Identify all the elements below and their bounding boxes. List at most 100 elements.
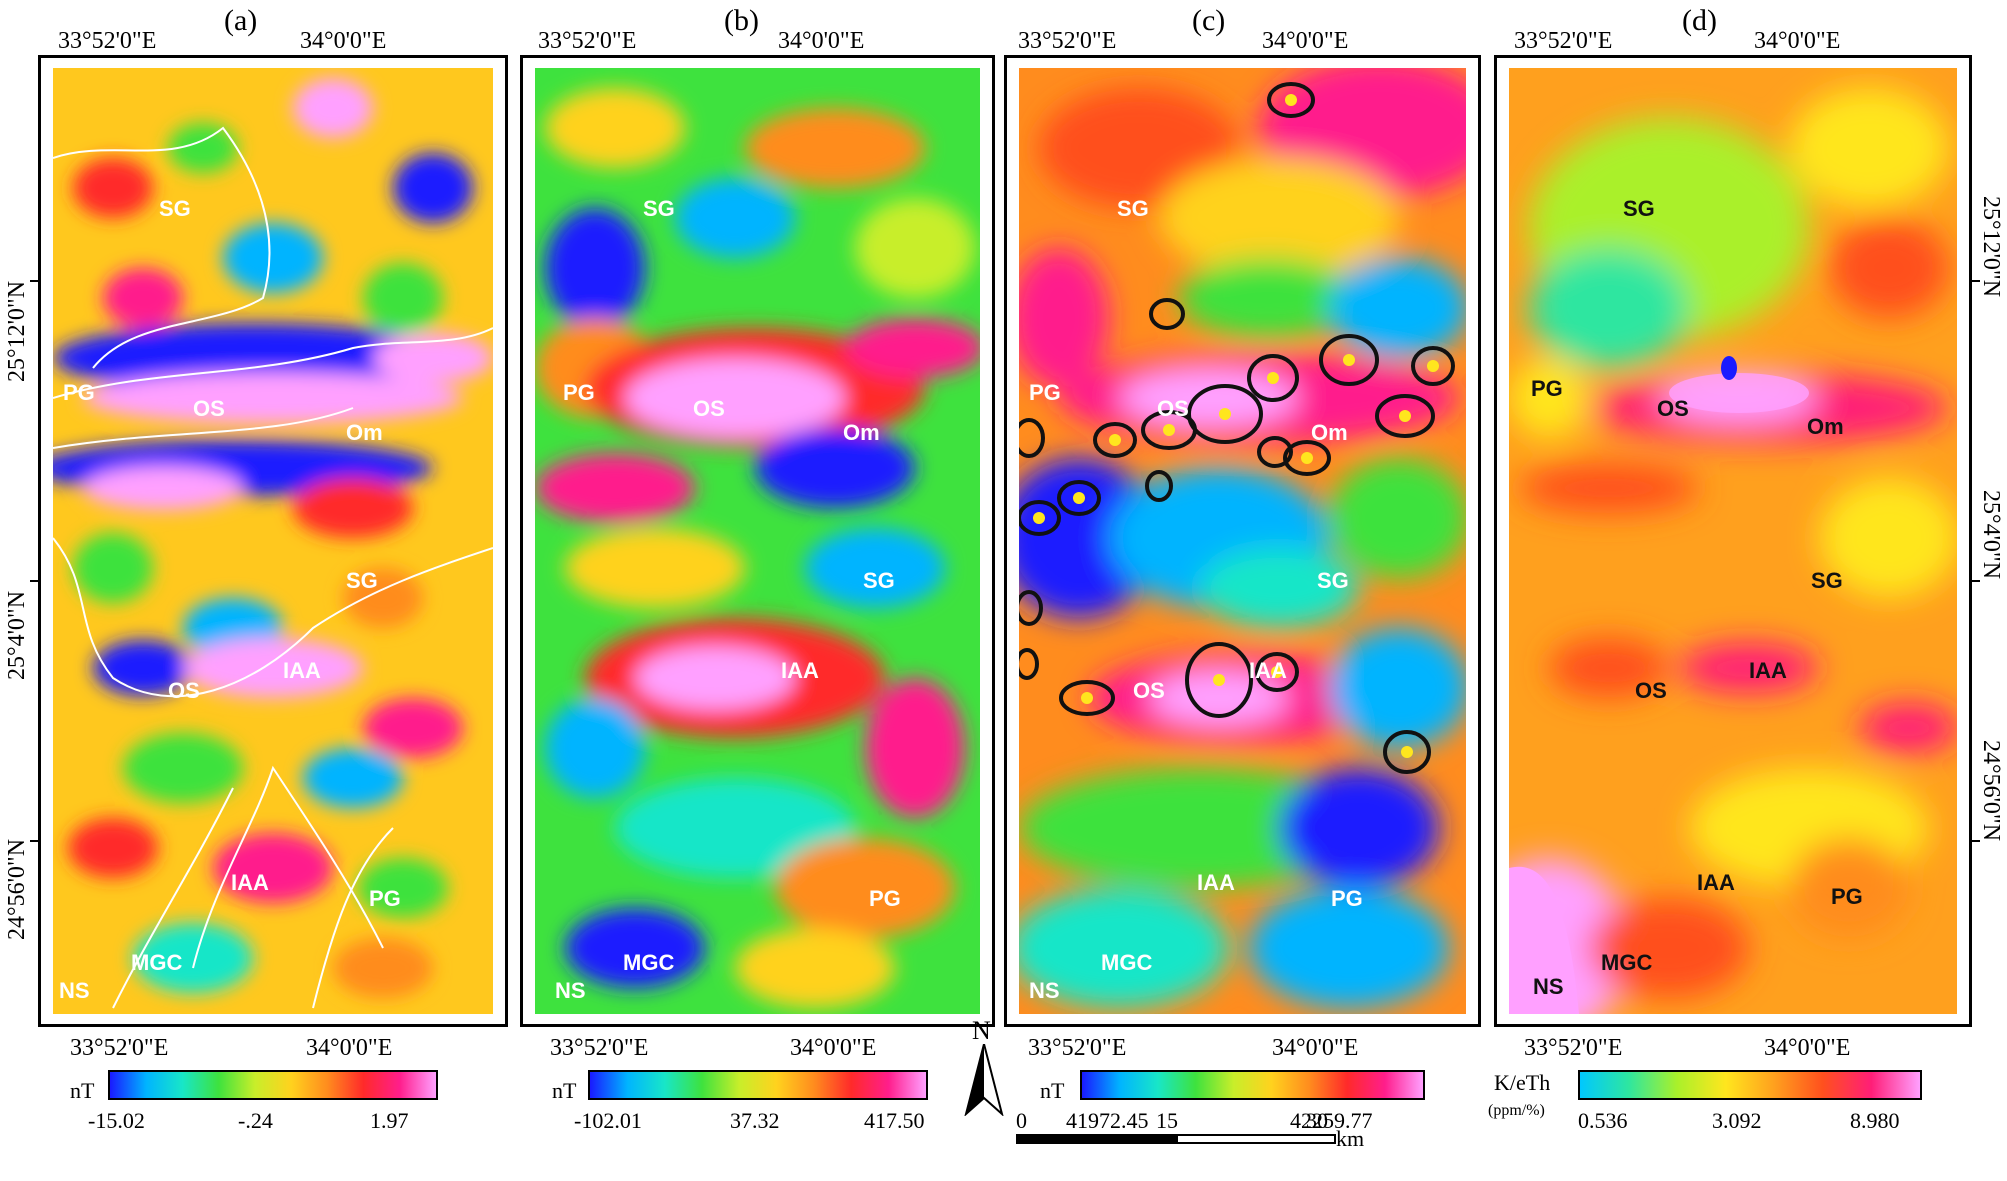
lat-left-1: 25°12'0"N	[4, 280, 30, 382]
bottom-lon-a-1: 33°52'0"E	[70, 1035, 169, 1061]
unit-label-mgc: MGC	[1601, 950, 1653, 975]
colorbar-b-mid: 37.32	[730, 1108, 780, 1133]
colorbar-d	[1578, 1070, 1922, 1100]
unit-label-mgc: MGC	[1101, 950, 1153, 975]
colorbar-d-min: 0.536	[1578, 1108, 1628, 1133]
top-lon-c-1: 33°52'0"E	[1018, 28, 1117, 54]
unit-label-os: OS	[1133, 678, 1165, 703]
unit-label-iaa: IAA	[1197, 870, 1235, 895]
colorbar-d-mid: 3.092	[1712, 1108, 1762, 1133]
colorbar-a-min: -15.02	[88, 1108, 145, 1133]
unit-label-mgc: MGC	[623, 950, 675, 975]
scale-tick-15: 15	[1156, 1108, 1178, 1133]
top-lon-d-1: 33°52'0"E	[1514, 28, 1613, 54]
map-a	[53, 68, 493, 1014]
unit-label-sg: SG	[1811, 568, 1843, 593]
panel-label-c: (c)	[1192, 4, 1226, 37]
colorbar-d-max: 8.980	[1850, 1108, 1900, 1133]
colorbar-b-max: 417.50	[864, 1108, 925, 1133]
lat-tick-right-3	[1970, 840, 1980, 842]
map-frame-b: SG PG OS Om SG IAA PG NS MGC	[520, 55, 995, 1027]
unit-label-mgc: MGC	[131, 950, 183, 975]
bottom-lon-c-2: 34°0'0"E	[1272, 1035, 1359, 1061]
map-frame-d: SG PG OS Om SG OS IAA IAA PG NS MGC	[1494, 55, 1972, 1027]
unit-label-pg: PG	[563, 380, 595, 405]
lat-left-3: 24°56'0"N	[4, 838, 30, 940]
unit-label-os: OS	[193, 396, 225, 421]
unit-label-iaa: IAA	[283, 658, 321, 683]
unit-label-os: OS	[1157, 396, 1189, 421]
unit-label-pg: PG	[1331, 886, 1363, 911]
map-frame-c: SG PG OS Om SG OS IAA IAA PG NS MGC	[1004, 55, 1481, 1027]
scale-tick-30: 30	[1306, 1108, 1328, 1133]
bottom-lon-a-2: 34°0'0"E	[306, 1035, 393, 1061]
colorbar-b	[588, 1070, 928, 1100]
unit-label-sg: SG	[1117, 196, 1149, 221]
colorbar-unit-a: nT	[70, 1078, 95, 1103]
top-lon-c-2: 34°0'0"E	[1262, 28, 1349, 54]
lat-right-2: 25°4'0"N	[1978, 490, 2004, 580]
scale-bar-black	[1016, 1134, 1176, 1144]
unit-label-os: OS	[1635, 678, 1667, 703]
colorbar-c-min: 41972.45	[1066, 1108, 1149, 1133]
unit-label-sg: SG	[863, 568, 895, 593]
scale-tick-0: 0	[1016, 1108, 1027, 1133]
colorbar-b-min: -102.01	[574, 1108, 642, 1133]
lat-right-3: 24°56'0"N	[1978, 740, 2004, 842]
unit-label-ns: NS	[555, 978, 586, 1003]
lat-tick-left-2	[30, 580, 40, 582]
map-frame-a: SG PG OS Om SG OS IAA IAA PG NS MGC	[38, 55, 508, 1027]
bottom-lon-d-2: 34°0'0"E	[1764, 1035, 1851, 1061]
unit-label-om: Om	[1807, 414, 1844, 439]
lat-tick-right-1	[1970, 280, 1980, 282]
bottom-lon-d-1: 33°52'0"E	[1524, 1035, 1623, 1061]
unit-label-pg: PG	[1029, 380, 1061, 405]
lat-tick-left-1	[30, 280, 40, 282]
unit-label-ns: NS	[1533, 974, 1564, 999]
map-c	[1019, 68, 1466, 1014]
unit-label-om: Om	[843, 420, 880, 445]
colorbar-unit-c: nT	[1040, 1078, 1065, 1103]
scale-bar: 0 15 30 km	[1016, 1108, 1364, 1168]
unit-label-iaa: IAA	[1749, 658, 1787, 683]
lat-left-2: 25°4'0"N	[4, 590, 30, 680]
unit-label-iaa: IAA	[1697, 870, 1735, 895]
bottom-lon-b-1: 33°52'0"E	[550, 1035, 649, 1061]
colorbar-unit-d-sub: (ppm/%)	[1488, 1102, 1545, 1119]
unit-label-om: Om	[1311, 420, 1348, 445]
unit-label-ns: NS	[1029, 978, 1060, 1003]
unit-label-sg: SG	[1317, 568, 1349, 593]
unit-label-sg: SG	[346, 568, 378, 593]
unit-label-iaa: IAA	[781, 658, 819, 683]
top-lon-a-2: 34°0'0"E	[300, 28, 387, 54]
scale-bar-white	[1176, 1134, 1336, 1144]
lat-right-1: 25°12'0"N	[1978, 196, 2004, 298]
unit-label-pg: PG	[869, 886, 901, 911]
unit-label-iaa: IAA	[1249, 658, 1287, 683]
colorbar-a-mid: -.24	[238, 1108, 273, 1133]
unit-label-pg: PG	[1831, 884, 1863, 909]
unit-label-pg: PG	[369, 886, 401, 911]
top-lon-d-2: 34°0'0"E	[1754, 28, 1841, 54]
unit-label-pg: PG	[63, 380, 95, 405]
panel-label-b: (b)	[724, 4, 759, 37]
unit-label-os: OS	[1657, 396, 1689, 421]
map-d	[1509, 68, 1957, 1014]
top-lon-a-1: 33°52'0"E	[58, 28, 157, 54]
colorbar-a	[108, 1070, 438, 1100]
lat-tick-right-2	[1970, 580, 1980, 582]
colorbar-c	[1080, 1070, 1425, 1100]
panel-label-d: (d)	[1682, 4, 1717, 37]
bottom-lon-c-1: 33°52'0"E	[1028, 1035, 1127, 1061]
unit-label-sg: SG	[643, 196, 675, 221]
unit-label-os: OS	[168, 678, 200, 703]
north-arrow-icon	[964, 1044, 1004, 1116]
colorbar-unit-d: K/eTh	[1494, 1070, 1551, 1095]
top-lon-b-2: 34°0'0"E	[778, 28, 865, 54]
colorbar-unit-b: nT	[552, 1078, 577, 1103]
unit-label-om: Om	[346, 420, 383, 445]
unit-label-sg: SG	[159, 196, 191, 221]
unit-label-sg: SG	[1623, 196, 1655, 221]
north-arrow-label: N	[972, 1016, 991, 1045]
unit-label-os: OS	[693, 396, 725, 421]
